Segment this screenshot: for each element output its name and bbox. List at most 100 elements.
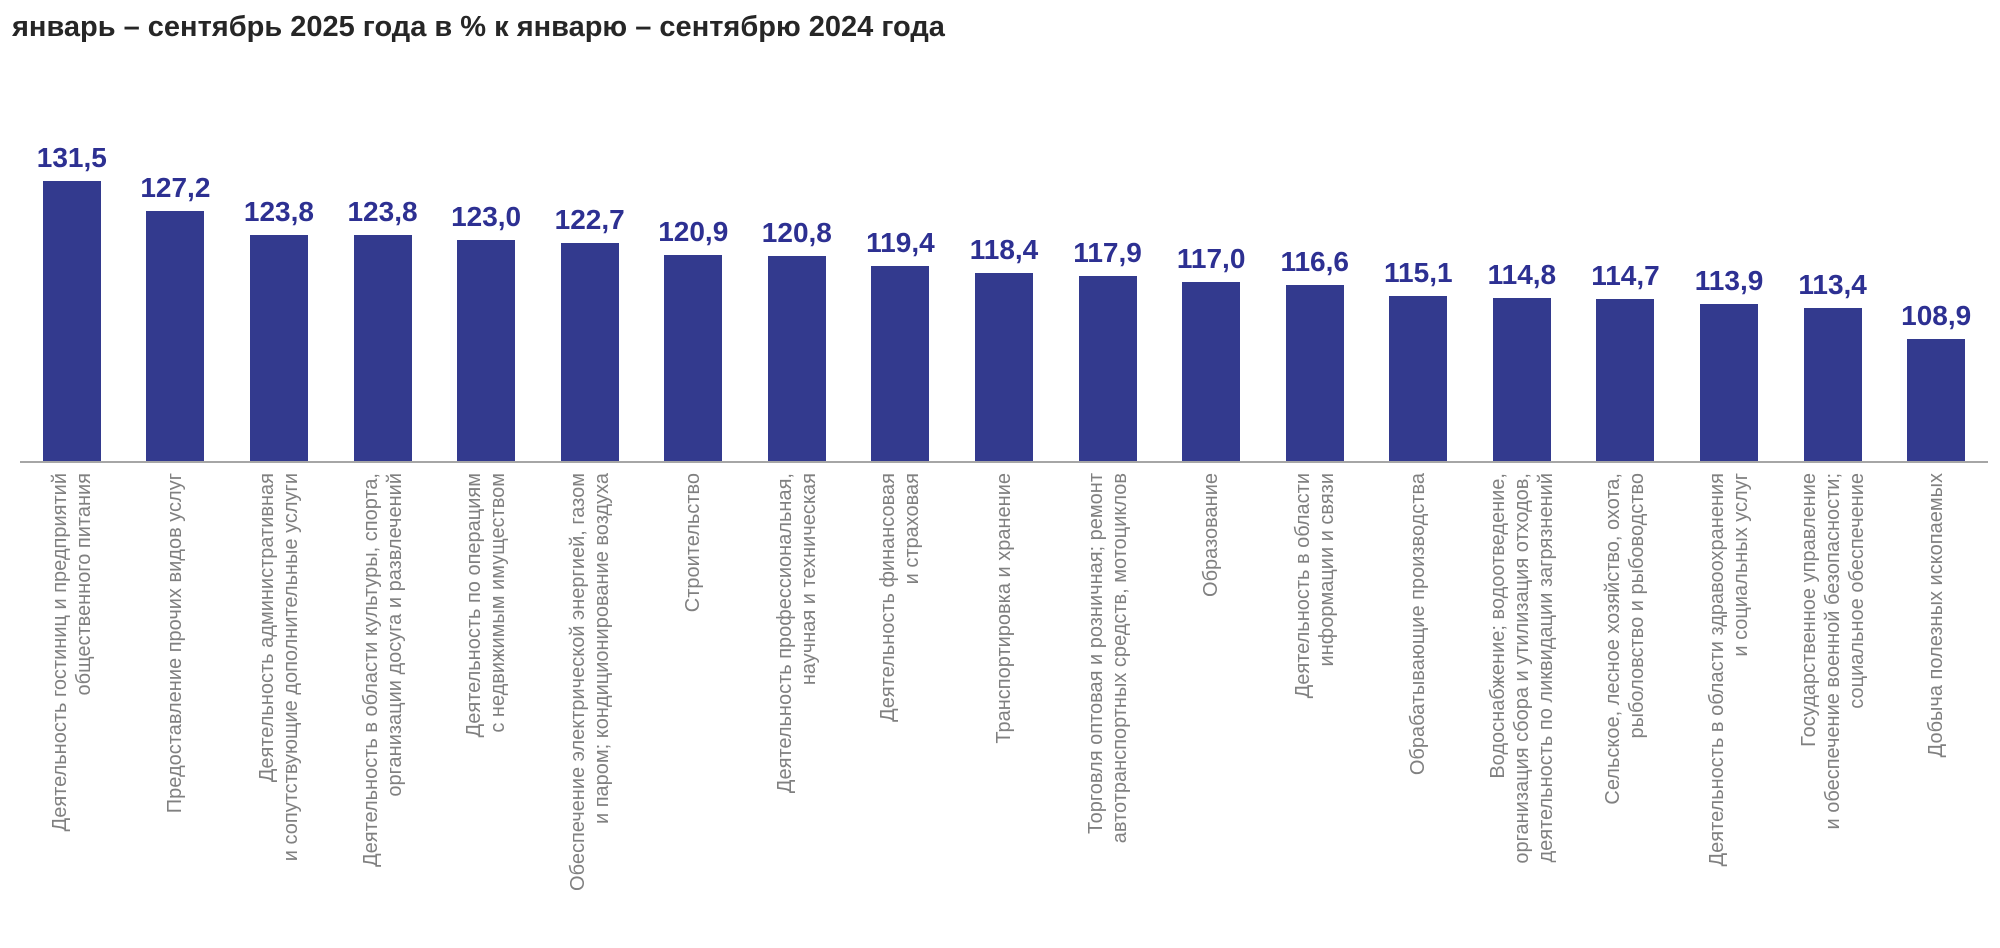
bar-column: 114,7: [1574, 260, 1678, 461]
bar-value-label: 115,1: [1384, 257, 1453, 288]
bar-value-label: 118,4: [969, 234, 1039, 265]
category-label-line: и паром; кондиционирование воздуха: [590, 473, 613, 825]
bar: [1907, 339, 1966, 461]
bar: [871, 266, 930, 461]
bar: [1182, 282, 1241, 461]
category-label-line: общественного питания: [72, 473, 95, 696]
bar-column: 120,8: [745, 217, 849, 461]
bar-value-label: 116,6: [1280, 246, 1349, 277]
category-label-line: Торговля оптовая и розничная; ремонт: [1084, 473, 1107, 835]
bar-column: 115,1: [1367, 257, 1471, 461]
bar-column: 122,7: [538, 204, 642, 461]
category-label-line: Деятельность в области: [1291, 473, 1314, 699]
category-label: Добыча полезных ископаемых: [1884, 463, 1988, 943]
bar-column: 123,8: [331, 196, 435, 461]
bar: [664, 255, 723, 461]
category-label: Деятельность финансовая и страховая: [849, 463, 953, 943]
bar: [1700, 304, 1759, 461]
bar: [974, 273, 1033, 461]
bar: [1078, 276, 1137, 461]
category-label-line: рыболовство и рыбоводство: [1626, 473, 1649, 739]
bar-column: 127,2: [124, 172, 228, 461]
bar-column: 117,9: [1056, 237, 1160, 461]
category-label: Деятельность в области культуры, спорта,…: [331, 463, 435, 943]
bar-value-label: 127,2: [140, 172, 211, 203]
category-label-line: Деятельность административная: [255, 473, 278, 783]
bar-value-label: 117,0: [1176, 243, 1246, 274]
bar-value-label: 114,7: [1591, 260, 1660, 291]
category-label: Деятельность в области здравоохранения и …: [1677, 463, 1781, 943]
category-label-line: Добыча полезных ископаемых: [1925, 473, 1948, 758]
x-axis-line: [20, 461, 1988, 463]
bar-value-label: 117,9: [1073, 237, 1142, 268]
category-label-line: Обеспечение электрической энергией, газо…: [566, 473, 589, 891]
bar-value-label: 123,0: [451, 201, 522, 232]
bar: [146, 211, 205, 461]
bar-column: 113,4: [1781, 269, 1885, 461]
category-label-line: организация сбора и утилизация отходов,: [1510, 473, 1533, 864]
category-label-line: Сельское, лесное хозяйство, охота,: [1602, 473, 1625, 805]
category-label-line: Государственное управление: [1797, 473, 1820, 747]
category-label-line: Транспортировка и хранение: [992, 473, 1015, 744]
bar-value-label: 122,7: [554, 204, 625, 235]
category-label-line: деятельность по ликвидации загрязнений: [1534, 473, 1557, 863]
bar-value-label: 131,5: [36, 142, 107, 173]
bar-column: 120,9: [641, 216, 745, 461]
category-label: Строительство: [641, 463, 745, 943]
bar-column: 123,0: [434, 201, 538, 461]
bar-value-label: 120,9: [658, 216, 729, 247]
category-label: Торговля оптовая и розничная; ремонт авто…: [1056, 463, 1160, 943]
category-label-line: Водоснабжение; водоотведение,: [1486, 473, 1509, 779]
category-label-line: и страховая: [901, 473, 924, 585]
category-label-line: и сопутствующие дополнительные услуги: [279, 473, 302, 862]
bar: [1285, 285, 1344, 461]
bar-value-label: 120,8: [761, 217, 832, 248]
category-label: Государственное управление и обеспечение …: [1781, 463, 1885, 943]
bar-column: 116,6: [1263, 246, 1367, 461]
bars-row: 131,5 127,2 123,8 123,8 123,0 122,7 120,9 120,8…: [20, 44, 1988, 461]
category-label-line: Предоставление прочих видов услуг: [164, 473, 187, 814]
category-label: Водоснабжение; водоотведение, организация…: [1470, 463, 1574, 943]
bar: [1492, 298, 1551, 461]
bar-column: 118,4: [952, 234, 1056, 461]
bar-value-label: 114,8: [1487, 259, 1557, 290]
bar-column: 123,8: [227, 196, 331, 461]
bar-column: 114,8: [1470, 259, 1574, 461]
bar: [1803, 308, 1862, 461]
bar: [457, 240, 516, 461]
category-label-line: организации досуга и развлечений: [383, 473, 406, 797]
category-label-line: и обеспечение военной безопасности;: [1821, 473, 1844, 830]
bar: [767, 256, 826, 461]
bar-column: 113,9: [1677, 265, 1781, 461]
category-label: Деятельность в области информации и связи: [1263, 463, 1367, 943]
category-label: Предоставление прочих видов услуг: [124, 463, 228, 943]
category-label-line: Деятельность профессиональная,: [773, 473, 796, 794]
category-label: Деятельность гостиниц и предприятий общес…: [20, 463, 124, 943]
category-label-line: Деятельность в области культуры, спорта,: [359, 473, 382, 867]
category-label-line: Строительство: [682, 473, 705, 613]
category-label: Образование: [1159, 463, 1263, 943]
bar-value-label: 123,8: [347, 196, 418, 227]
bar-chart: 131,5 127,2 123,8 123,8 123,0 122,7 120,9 120,8…: [20, 44, 1988, 943]
category-label: Деятельность по операциям с недвижимым им…: [434, 463, 538, 943]
bar-value-label: 113,9: [1694, 265, 1764, 296]
category-label-line: Обрабатывающие производства: [1407, 473, 1430, 776]
bar: [249, 235, 308, 461]
bar-column: 108,9: [1884, 300, 1988, 461]
bar-value-label: 119,4: [866, 227, 935, 258]
category-labels-row: Деятельность гостиниц и предприятий общес…: [20, 463, 1988, 943]
bar: [1596, 299, 1655, 461]
chart-title: январь – сентябрь 2025 года в % к январю…: [12, 11, 945, 43]
bar-value-label: 113,4: [1798, 269, 1867, 300]
category-label: Деятельность административная и сопутству…: [227, 463, 331, 943]
category-label-line: научная и техническая: [797, 473, 820, 686]
category-label-line: автотранспортных средств, мотоциклов: [1108, 473, 1131, 844]
bar-value-label: 108,9: [1901, 300, 1972, 331]
category-label-line: информации и связи: [1315, 473, 1338, 667]
bar: [42, 181, 101, 461]
bar: [560, 243, 619, 461]
category-label: Деятельность профессиональная, научная и …: [745, 463, 849, 943]
category-label-line: и социальных услуг: [1730, 473, 1753, 657]
category-label: Обрабатывающие производства: [1367, 463, 1471, 943]
